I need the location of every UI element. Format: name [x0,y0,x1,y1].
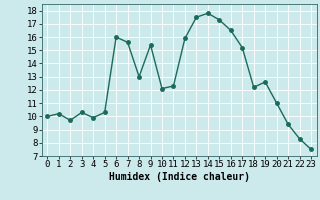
X-axis label: Humidex (Indice chaleur): Humidex (Indice chaleur) [109,172,250,182]
